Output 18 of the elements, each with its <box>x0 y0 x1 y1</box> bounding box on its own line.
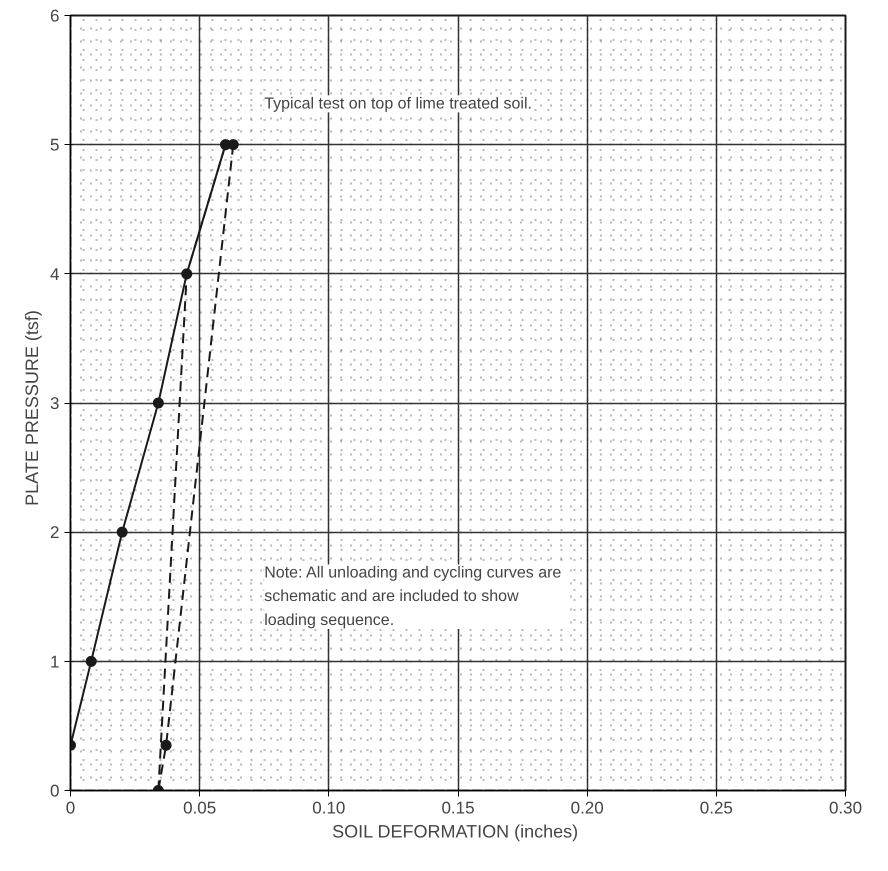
x-axis-title: SOIL DEFORMATION (inches) <box>332 822 578 842</box>
x-tick-label: 0.20 <box>570 798 604 818</box>
y-tick-label: 5 <box>50 136 60 155</box>
x-tick-label: 0.15 <box>441 798 475 818</box>
x-tick-label: 0.05 <box>183 798 216 818</box>
y-axis-title: PLATE PRESSURE (tsf) <box>22 310 42 506</box>
y-tick-label: 3 <box>50 394 60 413</box>
y-tick-label: 4 <box>50 264 60 284</box>
x-tick-label: 0.30 <box>828 798 862 818</box>
x-tick-label: 0.10 <box>312 798 346 818</box>
annotation: Note: All unloading and cycling curves are schematic and are included to show loading sequence. <box>264 564 562 630</box>
y-tick-label: 2 <box>50 523 60 542</box>
annotation: Typical test on top of lime treated soil. <box>264 95 532 112</box>
y-tick-label: 0 <box>50 782 60 800</box>
y-tick-label: 6 <box>50 6 60 26</box>
x-tick-label: 0.25 <box>700 798 733 818</box>
x-tick-label: 0 <box>66 798 76 818</box>
y-tick-label: 1 <box>50 652 60 672</box>
